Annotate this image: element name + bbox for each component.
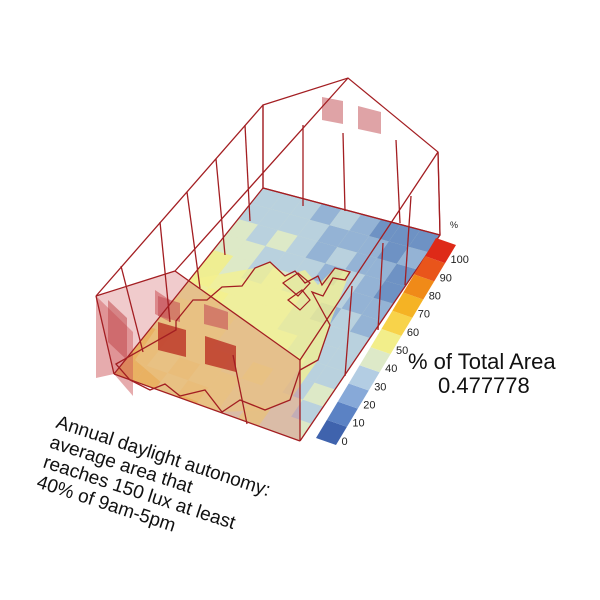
heatmap-cell: [290, 198, 322, 220]
legend-tick-label: 50: [396, 345, 408, 357]
heatmap-cell: [329, 208, 362, 231]
heatmap-cell: [273, 251, 306, 274]
legend-unit-label: %: [450, 220, 458, 230]
heatmap-cell: [353, 274, 386, 298]
heatmap-cell: [253, 246, 286, 268]
legend-swatch: [414, 256, 446, 282]
legend-tick-label: 80: [429, 291, 441, 303]
heatmap-cell: [337, 230, 370, 253]
front-window-upper-right: [204, 304, 228, 330]
result-panel: % of Total Area 0.477778: [408, 350, 588, 398]
heatmap-cell: [345, 252, 377, 275]
back-window-right: [358, 106, 381, 134]
legend-tick-labels: 0 10 20 30 40 50 60 70 80 90 100: [342, 254, 469, 448]
legend-tick-label: 100: [451, 254, 469, 266]
back-window-left: [322, 97, 343, 124]
heatmap-cell: [233, 240, 266, 262]
heatmap-cell: [329, 308, 362, 332]
left-window: [108, 300, 127, 360]
result-value: 0.477778: [438, 373, 530, 398]
legend-tick-label: 0: [342, 436, 348, 448]
heatmap-cell: [325, 246, 358, 270]
front-window-right: [205, 336, 236, 372]
heatmap-cell: [250, 188, 283, 209]
legend-swatch: [381, 310, 413, 336]
legend-tick-label: 40: [385, 363, 397, 375]
legend-swatch: [348, 365, 380, 391]
front-window-left: [158, 322, 186, 357]
floor-heatmap: [114, 188, 440, 441]
threshold-area: [135, 262, 350, 412]
threshold-notch: [282, 272, 311, 311]
heatmap-cell: [258, 409, 292, 434]
heatmap-cell: [369, 219, 401, 242]
legend-tick-label: 20: [363, 400, 375, 412]
legend-swatch: [316, 419, 347, 445]
building-wireframe: [95, 77, 441, 442]
legend-swatch: [326, 401, 358, 427]
heatmap-cell: [305, 241, 338, 264]
legend-swatch: [370, 328, 402, 355]
heatmap-cell: [213, 234, 246, 256]
color-legend: % 0 10 20 30 40 50 60 70 80 90 100: [316, 220, 469, 448]
heatmap-cell: [258, 208, 291, 231]
heatmap-cell: [377, 241, 409, 264]
heatmap-cell: [245, 224, 278, 247]
heatmap-cell: [238, 203, 271, 225]
heatmap-cell: [388, 224, 421, 247]
heatmap-cell: [285, 235, 318, 258]
legend-swatch: [392, 292, 424, 318]
legend-swatch: [359, 347, 391, 373]
legend-tick-label: 30: [374, 381, 386, 393]
heatmap-cell: [349, 214, 381, 236]
legend-tick-label: 70: [418, 309, 430, 321]
legend-swatch: [403, 274, 435, 300]
legend-swatch: [425, 238, 456, 264]
legend-tick-label: 60: [407, 327, 419, 339]
threshold-contour: [114, 261, 352, 413]
front-gable-face: [96, 271, 300, 441]
heatmap-cell: [270, 193, 303, 215]
legend-tick-label: 10: [352, 418, 364, 430]
heatmap-cell: [341, 291, 374, 315]
heatmap-cell: [357, 235, 389, 259]
heatmap-cell: [408, 229, 440, 253]
heatmap-cell: [225, 219, 258, 241]
heatmap-cell: [317, 225, 350, 247]
heatmap-cell: [309, 203, 342, 226]
legend-tick-label: 90: [440, 272, 452, 284]
legend-color-bar: [316, 238, 456, 445]
heatmap-cell: [277, 214, 310, 236]
heatmap-cell: [297, 219, 330, 242]
legend-swatch: [337, 383, 369, 409]
result-label: % of Total Area: [408, 349, 556, 374]
heatmap-cell: [265, 230, 298, 252]
